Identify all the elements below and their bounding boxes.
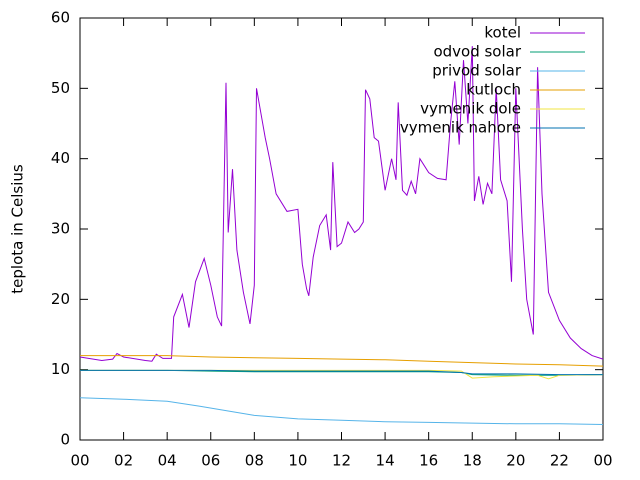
plot-frame <box>79 17 604 441</box>
y-tick-label: 50 <box>51 79 70 97</box>
x-tick-label: 18 <box>463 452 482 470</box>
x-tick-label: 22 <box>550 452 569 470</box>
legend-label: odvod solar <box>433 43 521 61</box>
legend-label: kutloch <box>466 81 521 99</box>
x-tick-label: 02 <box>114 452 133 470</box>
series-line <box>80 355 604 367</box>
x-tick-label: 08 <box>245 452 264 470</box>
x-tick-label: 10 <box>288 452 307 470</box>
x-tick-label: 00 <box>70 452 89 470</box>
x-tick-label: 16 <box>419 452 438 470</box>
legend-label: vymenik nahore <box>400 119 521 137</box>
x-tick-label: 20 <box>506 452 525 470</box>
x-tick-label: 04 <box>158 452 177 470</box>
y-tick-label: 60 <box>51 9 70 27</box>
y-tick-label: 0 <box>60 431 70 449</box>
series-line <box>80 369 603 376</box>
x-tick-label: 14 <box>376 452 395 470</box>
x-tick-label: 06 <box>201 452 220 470</box>
legend-label: kotel <box>484 24 521 42</box>
y-axis-label: teplota in Celsius <box>9 164 27 294</box>
y-tick-label: 30 <box>51 220 70 238</box>
series-line <box>79 397 604 425</box>
x-tick-label: 12 <box>332 452 351 470</box>
legend-label: vymenik dole <box>420 100 521 118</box>
y-tick-label: 10 <box>51 360 70 378</box>
y-tick-label: 20 <box>51 290 70 308</box>
series-line <box>79 46 604 362</box>
x-tick-label: 00 <box>593 452 612 470</box>
legend-label: privod solar <box>432 62 522 80</box>
y-tick-label: 40 <box>51 149 70 167</box>
